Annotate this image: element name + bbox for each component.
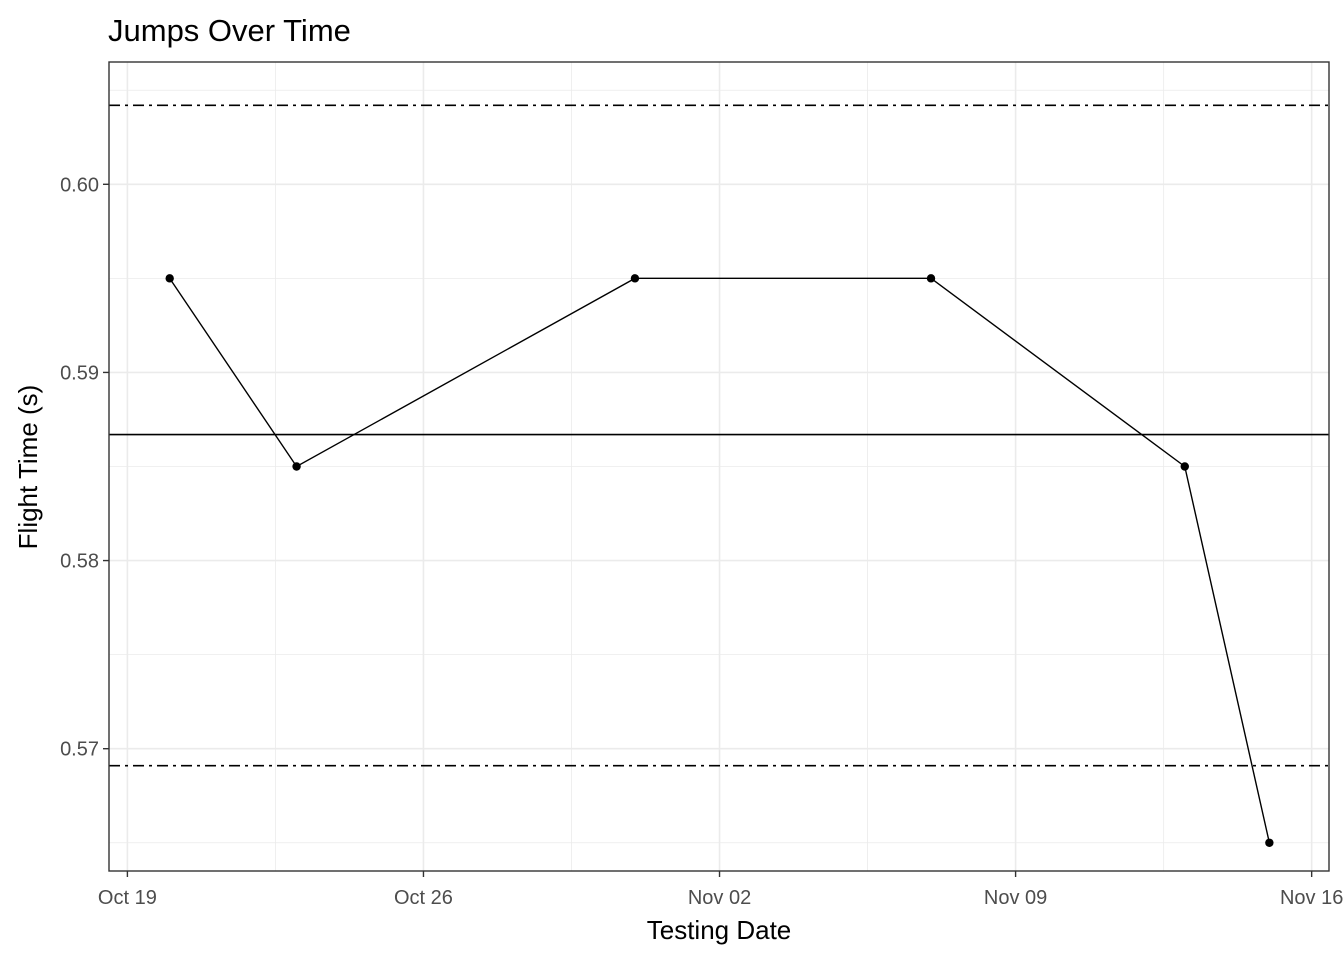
x-axis: Oct 19 Oct 26 Nov 02 Nov 09 Nov 16 — [98, 871, 1343, 909]
x-tick-label: Nov 02 — [688, 887, 751, 909]
x-axis-label: Testing Date — [647, 915, 792, 945]
chart-title: Jumps Over Time — [108, 13, 351, 48]
y-axis: 0.57 0.58 0.59 0.60 — [60, 174, 109, 761]
grid-major — [109, 62, 1329, 871]
x-tick-label: Oct 19 — [98, 887, 157, 909]
x-tick-label: Oct 26 — [394, 887, 453, 909]
data-series — [165, 274, 1274, 847]
data-point — [1180, 462, 1189, 471]
data-point — [926, 274, 936, 283]
y-tick-label: 0.60 — [60, 174, 99, 196]
y-tick-label: 0.59 — [60, 362, 99, 384]
reference-lines — [109, 104, 1329, 767]
y-axis-label: Flight Time (s) — [13, 385, 43, 550]
data-point — [165, 274, 174, 283]
data-point — [1265, 838, 1274, 847]
series-line — [169, 277, 1271, 843]
data-point — [630, 274, 640, 283]
y-tick-label: 0.57 — [60, 739, 99, 761]
x-tick-label: Nov 16 — [1280, 887, 1343, 909]
x-tick-label: Nov 09 — [984, 887, 1047, 909]
data-point — [292, 462, 301, 471]
y-tick-label: 0.58 — [60, 551, 99, 573]
